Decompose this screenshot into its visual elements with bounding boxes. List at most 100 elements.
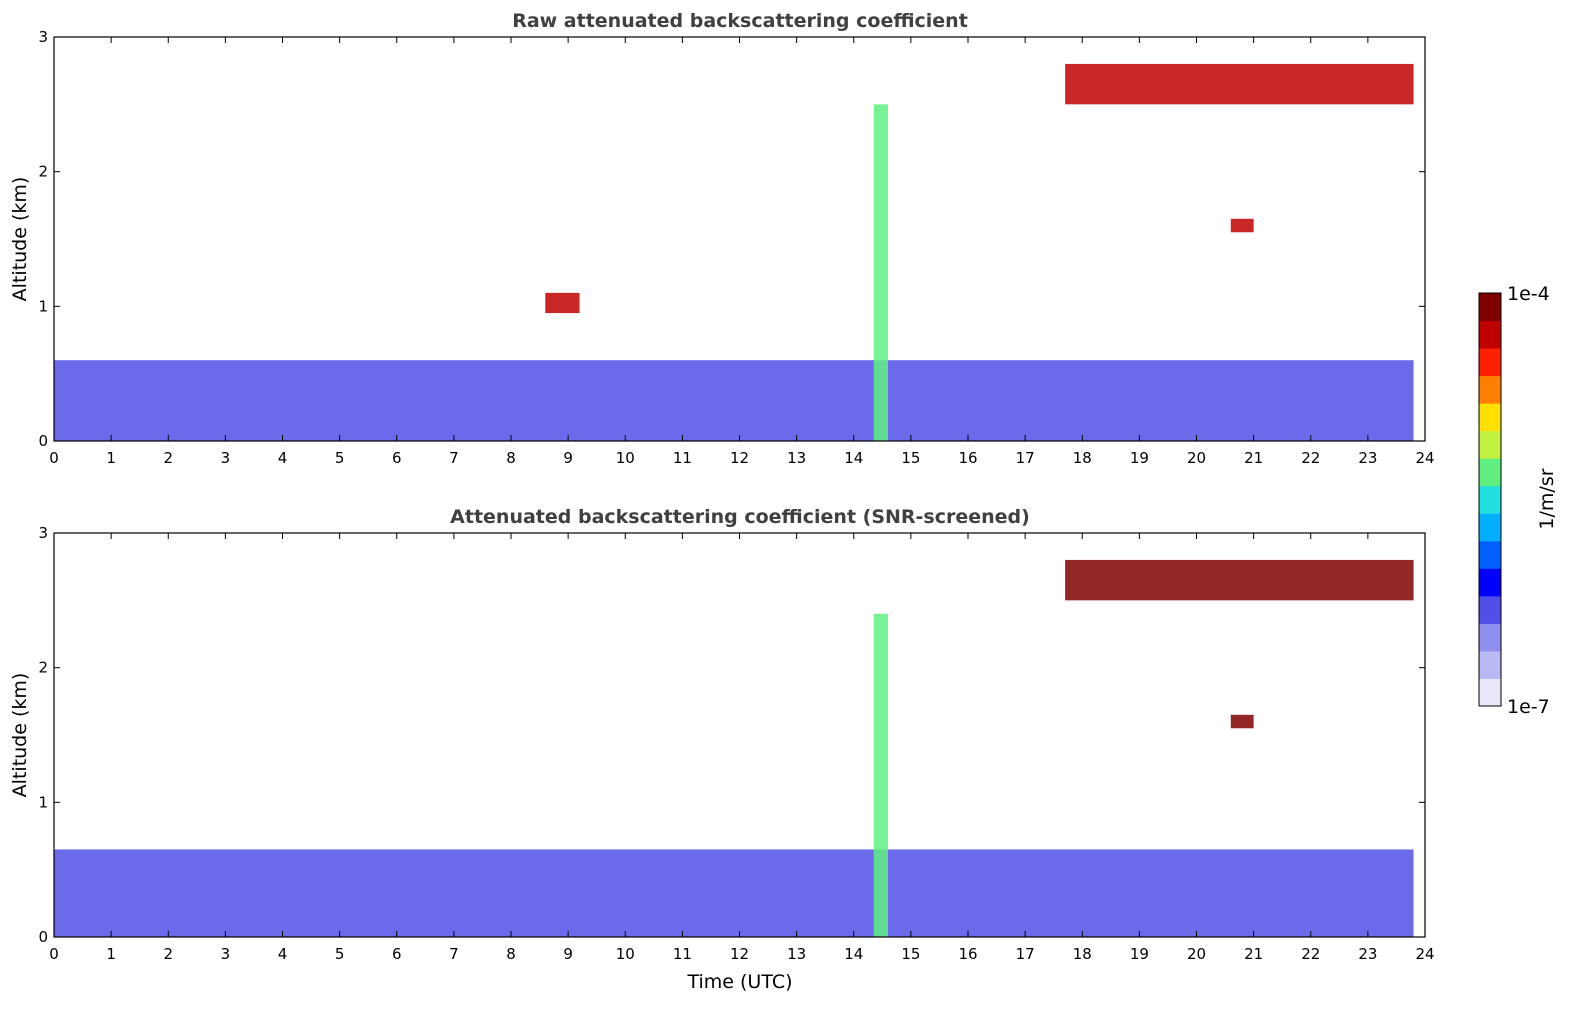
x-tick-label: 13 (787, 449, 806, 467)
x-tick-label: 0 (49, 449, 59, 467)
screened-panel-title: Attenuated backscattering coefficient (S… (450, 506, 1030, 528)
x-tick-label: 9 (563, 449, 573, 467)
colorbar-segment (1479, 623, 1501, 652)
x-tick-label: 8 (506, 945, 516, 963)
x-tick-label: 15 (901, 945, 920, 963)
screened-y-axis-label: Altitude (km) (9, 673, 31, 798)
x-tick-label: 3 (221, 449, 231, 467)
raw-backscatter-panel: Raw attenuated backscattering coefficien… (9, 10, 1435, 467)
x-tick-label: 17 (1016, 449, 1035, 467)
x-tick-label: 19 (1130, 945, 1149, 963)
raw-y-ticks: 0 1 2 3 (38, 28, 1425, 450)
x-tick-label: 21 (1244, 449, 1263, 467)
colorbar-max-label: 1e-4 (1507, 283, 1550, 305)
colorbar-segment (1479, 513, 1501, 542)
heatmap-cloud (1230, 218, 1254, 233)
x-tick-label: 12 (730, 945, 749, 963)
x-tick-label: 14 (844, 945, 863, 963)
heatmap-plume (873, 104, 889, 441)
x-tick-label: 19 (1130, 449, 1149, 467)
x-tick-label: 11 (673, 449, 692, 467)
x-tick-label: 4 (278, 449, 288, 467)
colorbar-gradient (1479, 293, 1501, 707)
colorbar-segment (1479, 375, 1501, 404)
raw-heatmap (54, 63, 1414, 441)
colorbar-segment (1479, 485, 1501, 514)
x-tick-label: 23 (1358, 449, 1377, 467)
x-tick-label: 22 (1301, 945, 1320, 963)
x-tick-label: 14 (844, 449, 863, 467)
x-axis-label: Time (UTC) (686, 971, 792, 993)
y-tick-label: 3 (38, 28, 48, 46)
x-tick-label: 23 (1358, 945, 1377, 963)
x-tick-label: 18 (1073, 945, 1092, 963)
heatmap-plume (873, 613, 889, 937)
x-tick-label: 6 (392, 449, 402, 467)
x-tick-label: 5 (335, 449, 345, 467)
x-tick-label: 12 (730, 449, 749, 467)
y-tick-label: 0 (38, 432, 48, 450)
x-tick-label: 24 (1415, 945, 1434, 963)
raw-panel-title: Raw attenuated backscattering coefficien… (512, 10, 968, 32)
colorbar-segment (1479, 540, 1501, 569)
x-tick-label: 15 (901, 449, 920, 467)
colorbar-min-label: 1e-7 (1507, 696, 1550, 718)
screened-heatmap (54, 559, 1414, 937)
colorbar-frame (1478, 292, 1502, 707)
colorbar-segment (1479, 568, 1501, 597)
x-tick-label: 10 (616, 449, 635, 467)
y-tick-label: 2 (38, 659, 48, 677)
x-tick-label: 2 (163, 945, 173, 963)
screened-backscatter-panel: Attenuated backscattering coefficient (S… (9, 506, 1435, 993)
colorbar-segment (1479, 403, 1501, 432)
heatmap-cloud-layer (1065, 559, 1414, 601)
colorbar-unit-label: 1/m/sr (1536, 468, 1558, 529)
x-tick-label: 20 (1187, 945, 1206, 963)
x-tick-label: 24 (1415, 449, 1434, 467)
x-tick-label: 16 (958, 449, 977, 467)
x-tick-label: 5 (335, 945, 345, 963)
y-tick-label: 1 (38, 297, 48, 315)
colorbar-segment (1479, 430, 1501, 459)
heatmap-cloud (545, 292, 580, 314)
heatmap-cloud (1230, 714, 1254, 729)
heatmap-boundary-layer (54, 849, 1414, 937)
x-tick-label: 1 (106, 945, 116, 963)
colorbar-segment (1479, 458, 1501, 487)
screened-x-ticks: 0 1 2 3 4 5 6 7 8 9 10 11 12 13 14 15 16 17 18 19 20 21 22 23 24 (49, 533, 1435, 963)
raw-x-ticks: 0 1 2 3 4 5 6 7 8 9 10 11 12 13 14 15 16 17 18 19 20 21 22 23 24 (49, 37, 1435, 467)
x-tick-label: 11 (673, 945, 692, 963)
x-tick-label: 8 (506, 449, 516, 467)
x-tick-label: 10 (616, 945, 635, 963)
y-tick-label: 1 (38, 793, 48, 811)
y-tick-label: 0 (38, 928, 48, 946)
x-tick-label: 22 (1301, 449, 1320, 467)
x-tick-label: 6 (392, 945, 402, 963)
x-tick-label: 21 (1244, 945, 1263, 963)
x-tick-label: 18 (1073, 449, 1092, 467)
screened-y-ticks: 0 1 2 3 (38, 524, 1425, 946)
heatmap-boundary-layer (54, 360, 1414, 441)
colorbar-segment (1479, 320, 1501, 349)
colorbar-segment (1479, 678, 1501, 707)
raw-y-axis-label: Altitude (km) (9, 177, 31, 302)
x-tick-label: 9 (563, 945, 573, 963)
x-tick-label: 16 (958, 945, 977, 963)
colorbar: 1e-4 1e-7 1/m/sr (1478, 283, 1558, 718)
x-tick-label: 20 (1187, 449, 1206, 467)
x-tick-label: 7 (449, 945, 459, 963)
x-tick-label: 0 (49, 945, 59, 963)
colorbar-segment (1479, 348, 1501, 377)
heatmap-cloud-layer (1065, 63, 1414, 105)
x-tick-label: 7 (449, 449, 459, 467)
y-tick-label: 3 (38, 524, 48, 542)
x-tick-label: 2 (163, 449, 173, 467)
x-tick-label: 17 (1016, 945, 1035, 963)
colorbar-segment (1479, 595, 1501, 624)
y-tick-label: 2 (38, 163, 48, 181)
colorbar-segment (1479, 650, 1501, 679)
x-tick-label: 1 (106, 449, 116, 467)
x-tick-label: 4 (278, 945, 288, 963)
x-tick-label: 13 (787, 945, 806, 963)
